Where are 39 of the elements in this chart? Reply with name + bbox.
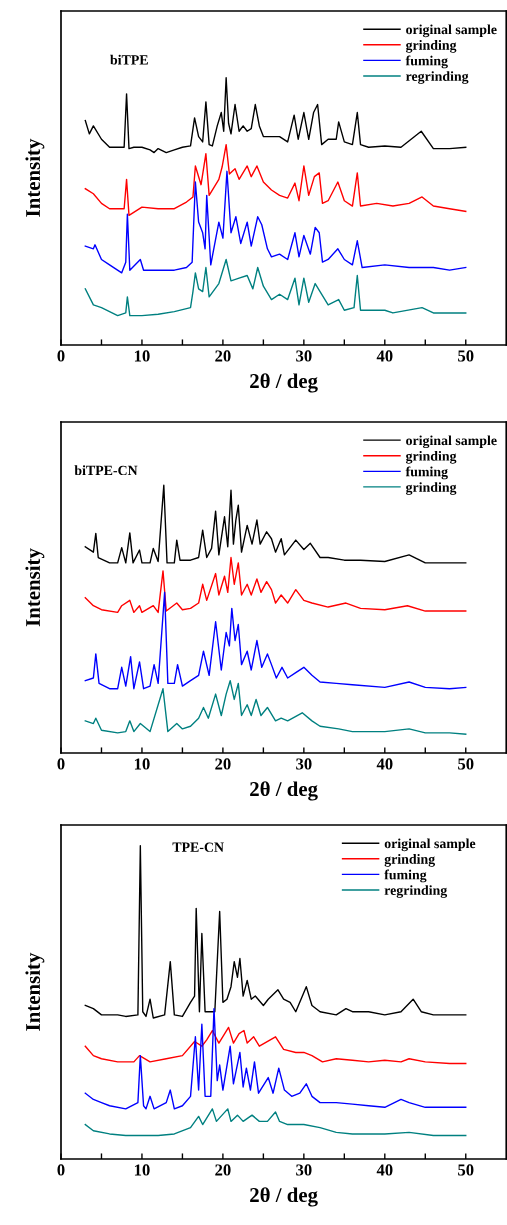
- x-tick-label: 50: [458, 758, 474, 770]
- legend-label: grinding: [384, 853, 436, 867]
- x-tick-label: 50: [458, 350, 474, 362]
- legend-label: regrinding: [405, 71, 469, 84]
- x-tick-label: 30: [296, 350, 312, 362]
- x-tick-label: 30: [296, 1164, 312, 1176]
- legend-label: regrinding: [384, 885, 448, 898]
- legend-label: grinding: [405, 39, 457, 53]
- x-tick-label: 40: [376, 350, 393, 362]
- x-tick-label: 10: [134, 350, 150, 362]
- x-tick-label: 20: [215, 1164, 231, 1176]
- x-axis-title: 2θ / deg: [250, 1187, 318, 1207]
- x-tick-label: 30: [296, 758, 312, 770]
- x-tick-label: 0: [57, 350, 65, 362]
- legend-label: original sample: [406, 24, 497, 38]
- text: biTPE: [110, 54, 148, 65]
- x-axis-title: 2θ / deg: [250, 781, 318, 801]
- x-tick-label: 0: [57, 758, 65, 770]
- legend-label: fuming: [405, 55, 448, 69]
- annotation: TPE-CN: [172, 842, 224, 852]
- legend-label: original sample: [406, 435, 497, 449]
- x-tick-label: 20: [215, 350, 231, 362]
- x-axis-title: 2θ / deg: [250, 373, 318, 393]
- x-tick-label: 40: [376, 758, 393, 770]
- x-tick-label: 10: [134, 1164, 150, 1176]
- x-tick-label: 10: [134, 758, 150, 770]
- y-axis-title: Intensity: [25, 952, 45, 1031]
- text: biTPE-CN: [74, 465, 138, 476]
- x-tick-label: 0: [57, 1164, 65, 1176]
- legend-label: fuming: [405, 466, 448, 480]
- legend-label: grinding: [405, 482, 457, 495]
- x-tick-label: 20: [215, 758, 231, 770]
- legend-label: fuming: [384, 869, 427, 883]
- x-tick-label: 40: [376, 1164, 393, 1176]
- y-axis-title: Intensity: [25, 548, 45, 627]
- legend-label: original sample: [384, 838, 476, 852]
- legend-label: grinding: [405, 450, 457, 464]
- y-axis-title: Intensity: [25, 138, 45, 217]
- x-tick-label: 50: [458, 1164, 474, 1176]
